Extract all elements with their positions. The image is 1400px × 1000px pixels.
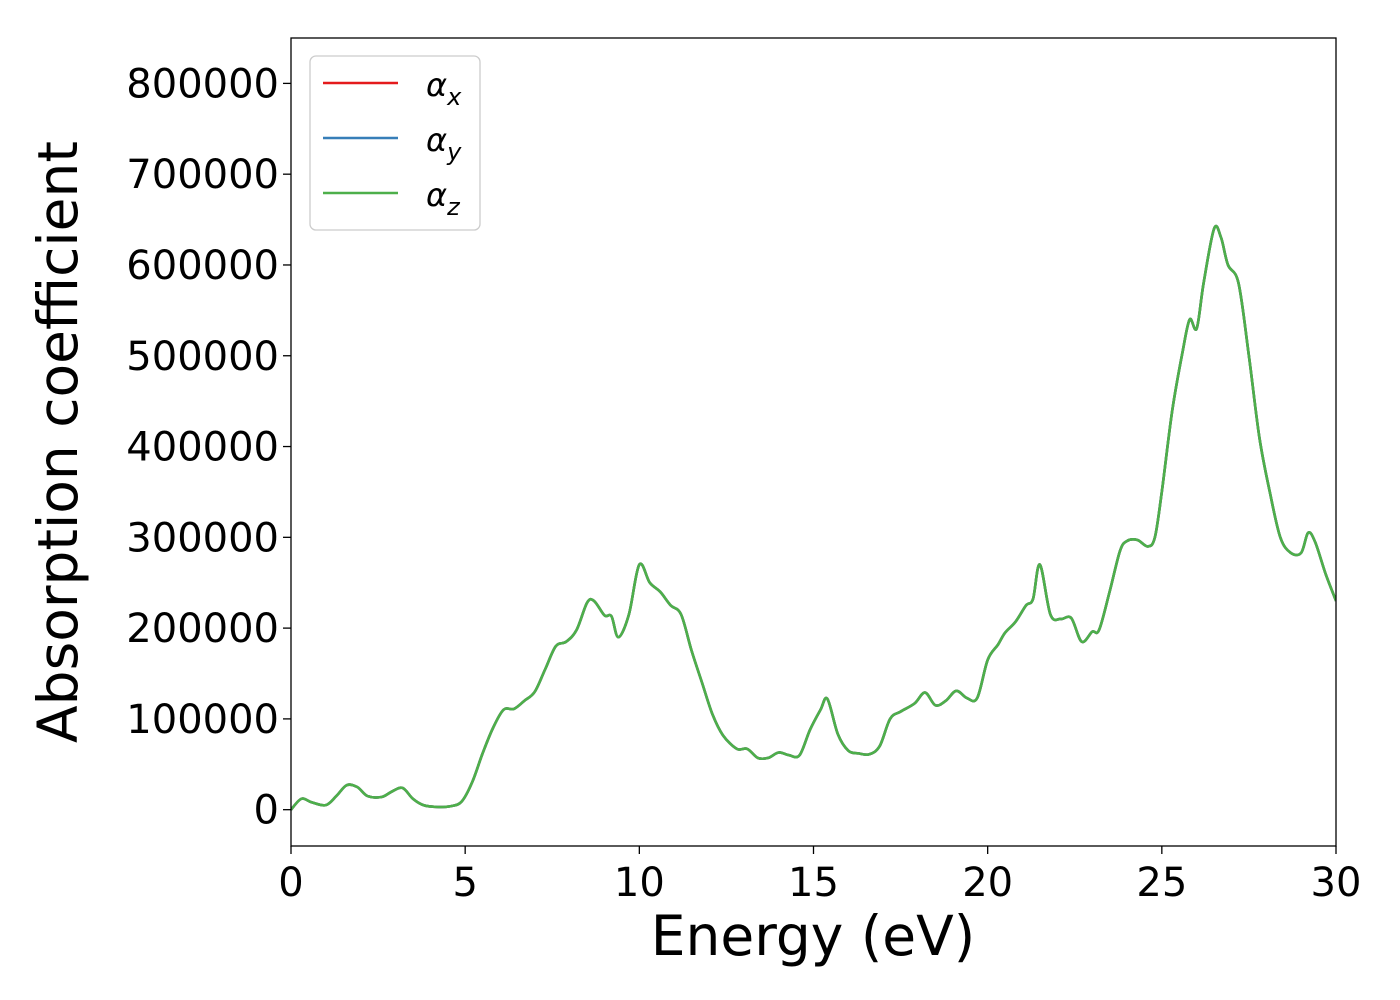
x-tick-label: 0 [278, 860, 303, 906]
y-axis-ticks: 0 100000 200000 300000 400000 500000 600000 700… [126, 61, 291, 834]
x-tick-label: 20 [962, 860, 1013, 906]
y-tick-label: 700000 [126, 152, 279, 198]
x-axis-title: Energy (eV) [651, 904, 975, 968]
y-tick-label: 600000 [126, 243, 279, 289]
x-tick-label: 30 [1311, 860, 1362, 906]
legend-label: αy [426, 121, 462, 166]
x-tick-label: 15 [788, 860, 839, 906]
series-layer [291, 224, 1336, 811]
y-tick-label: 0 [254, 788, 279, 834]
x-tick-label: 10 [614, 860, 665, 906]
y-tick-label: 200000 [126, 606, 279, 652]
legend-label: αz [426, 176, 461, 221]
y-axis-title: Absorption coefficient [26, 141, 90, 743]
x-tick-label: 5 [452, 860, 477, 906]
x-tick-label: 25 [1136, 860, 1187, 906]
y-tick-label: 400000 [126, 425, 279, 471]
legend: αx αy αz [309, 55, 481, 231]
y-tick-label: 100000 [126, 697, 279, 743]
series-line-3 [291, 224, 1336, 811]
y-tick-label: 500000 [126, 334, 279, 380]
x-axis-ticks: 0 5 10 15 20 25 30 [278, 846, 1361, 906]
legend-box [309, 55, 481, 231]
y-tick-label: 300000 [126, 515, 279, 561]
y-tick-label: 800000 [126, 61, 279, 107]
legend-label: αx [426, 66, 462, 111]
